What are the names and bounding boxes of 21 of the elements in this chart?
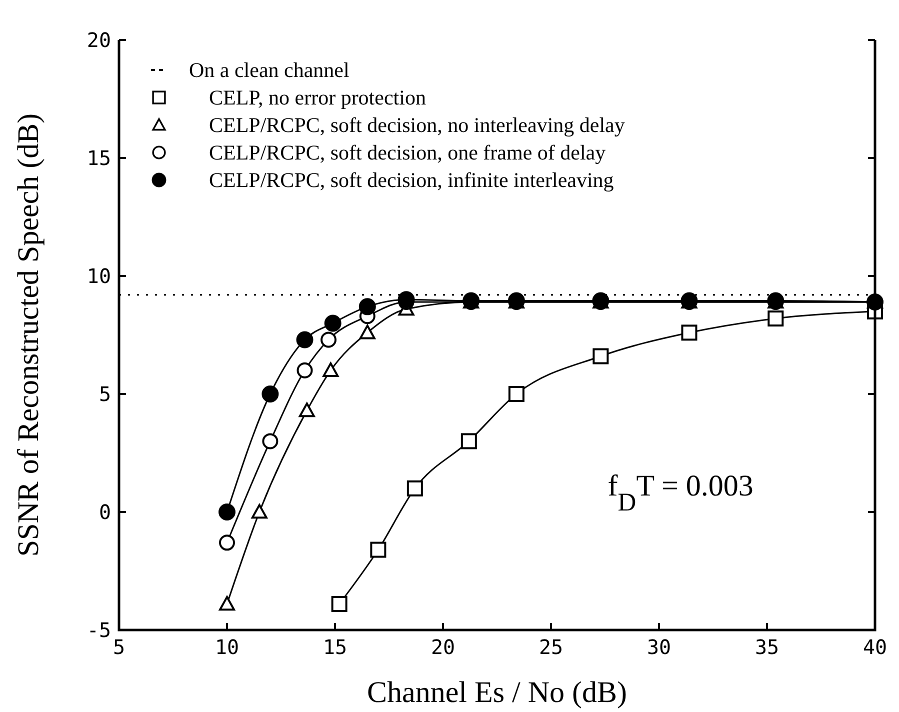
- legend-label: CELP/RCPC, soft decision, no interleaving delay: [209, 113, 626, 137]
- y-tick-label: 0: [98, 500, 111, 524]
- x-tick-label: 35: [754, 635, 780, 659]
- legend-label: CELP, no error protection: [209, 86, 426, 110]
- x-tick-label: 25: [538, 635, 564, 659]
- x-tick-label: 10: [214, 635, 240, 659]
- y-tick-label: -5: [86, 618, 111, 642]
- x-tick-label: 40: [862, 635, 888, 659]
- y-tick-label: 5: [98, 382, 111, 406]
- legend-label: CELP/RCPC, soft decision, one frame of delay: [209, 140, 606, 164]
- legend-label: On a clean channel: [189, 58, 350, 82]
- x-axis-title: Channel Es / No (dB): [367, 676, 627, 709]
- y-tick-label: 10: [86, 264, 111, 288]
- y-tick-label: 20: [86, 28, 111, 52]
- y-axis-title: SSNR of Reconstructed Speech (dB): [12, 113, 45, 557]
- annotation: f$_{D}$T = 0.003: [608, 469, 754, 516]
- x-tick-label: 20: [430, 635, 456, 659]
- x-tick-label: 15: [322, 635, 348, 659]
- x-tick-label: 30: [646, 635, 672, 659]
- legend-label: CELP/RCPC, soft decision, infinite interleaving: [209, 168, 614, 192]
- y-tick-label: 15: [86, 146, 111, 170]
